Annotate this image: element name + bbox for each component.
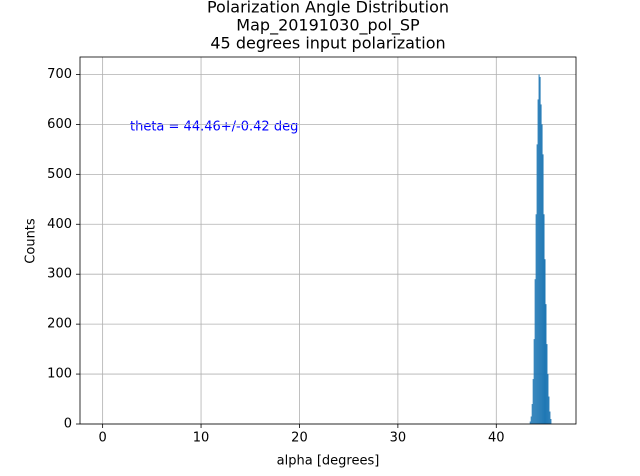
bar [536,144,538,424]
y-tick-label: 300 [47,267,72,282]
bar [534,279,536,424]
bar [550,419,552,424]
y-tick-label: 0 [64,417,72,432]
y-tick-label: 100 [47,367,72,382]
bar [541,124,543,424]
bar [544,259,546,424]
bar [538,74,540,424]
y-tick-label: 400 [47,217,72,232]
y-axis-label: Counts [24,218,39,264]
x-tick-label: 30 [390,431,407,446]
y-tick-label: 700 [47,67,72,82]
chart-title: Polarization Angle Distribution [207,0,449,17]
bar [549,411,551,424]
bar [540,104,542,425]
bar [539,76,541,425]
bar [542,154,544,424]
bar [543,214,545,424]
y-tick-label: 200 [47,317,72,332]
bar [546,344,548,424]
chart-title: 45 degrees input polarization [210,34,445,53]
bar [547,374,549,424]
chart-title: Map_20191030_pol_SP [236,16,420,36]
x-tick-label: 0 [98,431,106,446]
y-tick-label: 600 [47,117,72,132]
bar [529,421,531,424]
annotation: theta = 44.46+/-0.42 deg [130,120,298,135]
bar [545,304,547,424]
bar [532,379,534,424]
bar [531,404,533,424]
bar [535,214,537,424]
x-axis-label: alpha [degrees] [277,454,380,469]
x-tick-label: 10 [193,431,210,446]
x-tick-label: 40 [488,431,505,446]
bar [533,339,535,424]
bar [537,99,539,425]
bar [530,416,532,424]
plot-frame [79,56,577,425]
x-tick-label: 20 [291,431,308,446]
bar [548,396,550,424]
y-tick-label: 500 [47,167,72,182]
